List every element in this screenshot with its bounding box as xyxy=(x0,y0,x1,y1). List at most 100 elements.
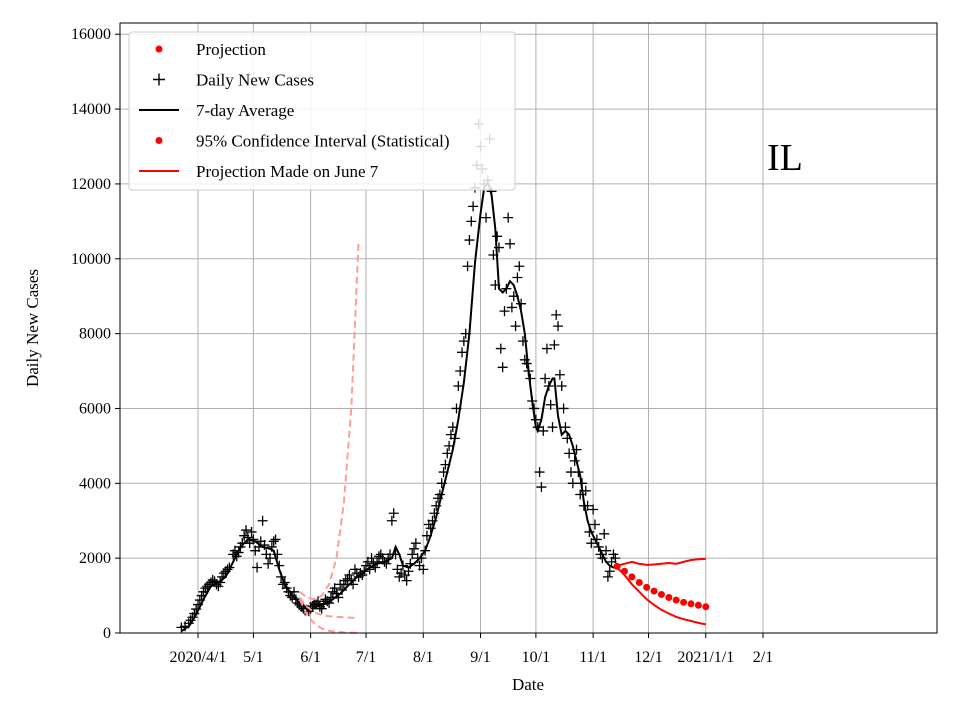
y-tick-label: 14000 xyxy=(71,101,111,118)
legend-marker xyxy=(155,137,163,144)
projection-point xyxy=(694,601,702,609)
series-95-ci-upper xyxy=(616,557,706,567)
data-point xyxy=(503,212,514,223)
data-point xyxy=(564,448,575,459)
projection-point xyxy=(657,590,665,598)
data-point xyxy=(601,545,612,556)
data-point xyxy=(407,549,418,560)
x-tick-label: 8/1 xyxy=(413,649,433,666)
data-point xyxy=(388,508,399,519)
data-point xyxy=(547,422,558,433)
data-point xyxy=(444,440,455,451)
legend-label: Daily New Cases xyxy=(196,71,314,90)
data-point xyxy=(541,343,552,354)
data-point xyxy=(270,534,281,545)
projection-point xyxy=(643,583,651,591)
legend-marker xyxy=(153,73,165,86)
x-tick-label: 6/1 xyxy=(300,649,320,666)
data-point xyxy=(409,543,420,554)
projection-point xyxy=(702,603,710,611)
legend-label: Projection Made on June 7 xyxy=(196,162,379,181)
series-line xyxy=(616,557,706,567)
data-point xyxy=(462,261,473,272)
x-tick-label: 10/1 xyxy=(522,649,550,666)
y-tick-label: 8000 xyxy=(79,326,111,343)
data-point xyxy=(556,381,567,392)
data-point xyxy=(263,558,274,569)
y-axis-label: Daily New Cases xyxy=(23,269,42,387)
projection-point xyxy=(672,596,680,604)
legend-label: 95% Confidence Interval (Statistical) xyxy=(196,132,450,151)
data-point xyxy=(588,504,599,515)
data-point xyxy=(510,321,521,332)
legend-box xyxy=(128,31,516,191)
data-point xyxy=(492,231,503,242)
x-tick-label: 2021/1/1 xyxy=(677,649,734,666)
series-95-ci-lower xyxy=(616,566,706,626)
data-point xyxy=(516,298,527,309)
data-point xyxy=(481,212,492,223)
x-tick-label: 9/1 xyxy=(470,649,490,666)
ticks: 0 2000 4000 6000 8000 10000 12000 14000 16000 202… xyxy=(71,26,773,666)
series-line xyxy=(180,179,618,632)
y-tick-label: 16000 xyxy=(71,26,111,43)
projection-point xyxy=(687,600,695,608)
x-tick-label: 5/1 xyxy=(243,649,263,666)
data-point xyxy=(505,238,516,249)
data-point xyxy=(401,575,412,586)
data-point xyxy=(265,553,276,564)
data-point xyxy=(329,583,340,594)
data-point xyxy=(499,306,510,317)
projection-point xyxy=(680,598,688,606)
legend: Projection Daily New Cases 7-day Average 95… xyxy=(128,31,516,191)
series-7-day-average xyxy=(180,179,618,632)
data-point xyxy=(549,339,560,350)
series-projection-made-on-june-7-upper- xyxy=(298,240,360,601)
data-point xyxy=(514,261,525,272)
legend-marker xyxy=(155,45,163,53)
legend-label: Projection xyxy=(196,40,266,59)
data-point xyxy=(442,448,453,459)
data-point xyxy=(366,553,377,564)
series-projection-made-on-june-7-lower- xyxy=(298,598,359,634)
data-point xyxy=(455,366,466,377)
y-tick-label: 2000 xyxy=(79,550,111,567)
x-tick-label: 11/1 xyxy=(579,649,607,666)
projection-point xyxy=(650,587,658,595)
plot-frame xyxy=(119,22,938,634)
data-point xyxy=(386,515,397,526)
data-point xyxy=(468,201,479,212)
data-point xyxy=(268,536,279,547)
data-point xyxy=(512,272,523,283)
x-tick-label: 12/1 xyxy=(634,649,662,666)
data-point xyxy=(589,519,600,530)
series-daily-new-cases xyxy=(176,119,621,633)
x-tick-label: 2020/4/1 xyxy=(170,649,227,666)
x-tick-label: 2/1 xyxy=(753,649,773,666)
series-projection-made-on-june-7-center- xyxy=(298,596,359,619)
data-point xyxy=(551,309,562,320)
y-tick-label: 10000 xyxy=(71,251,111,268)
data-point xyxy=(506,302,517,313)
data-point xyxy=(610,553,621,564)
series-line xyxy=(298,240,360,601)
data-point xyxy=(337,584,348,595)
data-point xyxy=(540,373,551,384)
series-line xyxy=(298,598,359,634)
data-point xyxy=(534,467,545,478)
data-point xyxy=(425,523,436,534)
data-point xyxy=(558,403,569,414)
y-tick-label: 6000 xyxy=(79,400,111,417)
x-axis-label: Date xyxy=(512,675,544,694)
data-point xyxy=(410,538,421,549)
data-point xyxy=(497,362,508,373)
series-line xyxy=(616,566,706,626)
data-point xyxy=(602,571,613,582)
y-tick-label: 12000 xyxy=(71,176,111,193)
data-point xyxy=(242,532,253,543)
data-point xyxy=(586,538,597,549)
data-point xyxy=(344,569,355,580)
data-point xyxy=(464,235,475,246)
data-point xyxy=(604,566,615,577)
